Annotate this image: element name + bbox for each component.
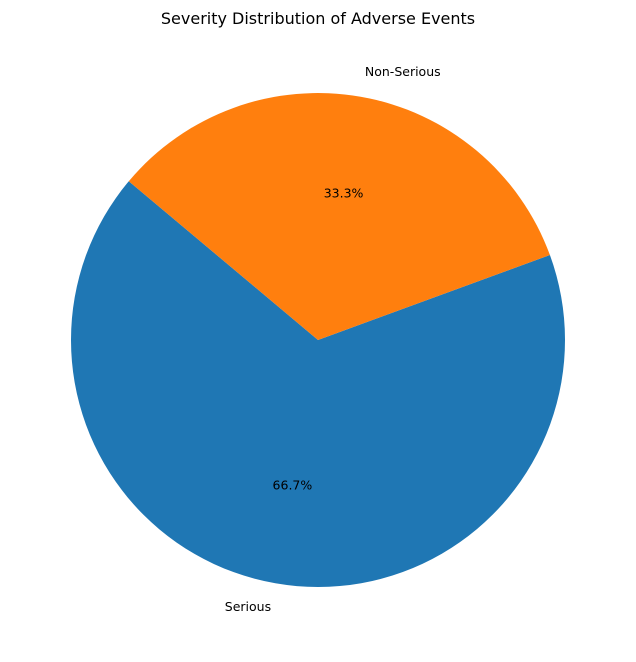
pie-slice-non-serious [128,92,550,340]
chart-title: Severity Distribution of Adverse Events [161,9,475,28]
percent-label: 33.3% [324,186,364,201]
pie-labels: Serious 66.7% Non-Serious 33.3% [225,64,441,614]
percent-label: 66.7% [273,477,313,492]
pie-slice-serious [71,181,565,587]
slice-label: Non-Serious [365,64,441,79]
pie-slices [71,92,565,587]
slice-label: Serious [225,599,271,614]
